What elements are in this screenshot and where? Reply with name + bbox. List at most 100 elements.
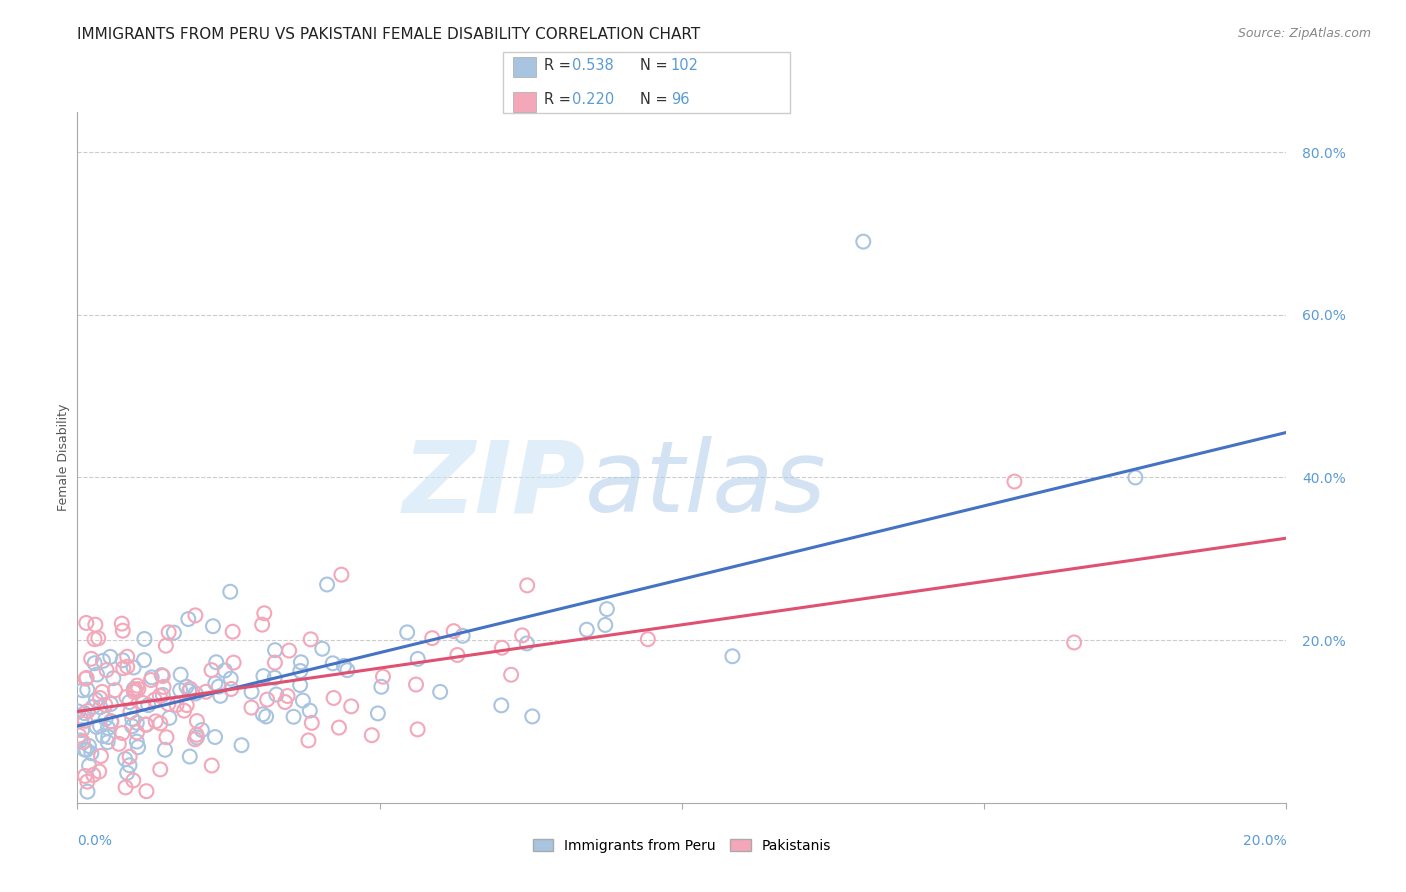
Immigrants from Peru bbox=[132, 653, 155, 667]
Pakistanis bbox=[114, 780, 136, 795]
Pakistanis bbox=[87, 632, 110, 646]
Pakistanis bbox=[173, 704, 195, 718]
Immigrants from Peru bbox=[283, 710, 305, 724]
Pakistanis bbox=[152, 680, 174, 694]
Pakistanis bbox=[76, 671, 98, 685]
Pakistanis bbox=[176, 698, 198, 712]
Immigrants from Peru bbox=[163, 625, 186, 640]
Pakistanis bbox=[184, 608, 207, 623]
Pakistanis bbox=[360, 728, 382, 742]
Pakistanis bbox=[76, 774, 98, 789]
Pakistanis bbox=[96, 663, 118, 677]
Pakistanis bbox=[222, 656, 245, 670]
Immigrants from Peru bbox=[77, 758, 100, 772]
Pakistanis bbox=[84, 617, 107, 632]
Pakistanis bbox=[1063, 635, 1085, 649]
Immigrants from Peru bbox=[333, 658, 356, 673]
Immigrants from Peru bbox=[179, 749, 201, 764]
Y-axis label: Female Disability: Female Disability bbox=[58, 403, 70, 511]
Pakistanis bbox=[157, 697, 180, 711]
Pakistanis bbox=[297, 733, 319, 747]
Immigrants from Peru bbox=[152, 688, 174, 702]
Immigrants from Peru bbox=[69, 733, 91, 747]
Immigrants from Peru bbox=[370, 680, 392, 694]
Immigrants from Peru bbox=[103, 671, 125, 685]
Immigrants from Peru bbox=[118, 695, 141, 709]
Text: 0.538: 0.538 bbox=[572, 58, 614, 72]
Pakistanis bbox=[155, 731, 177, 745]
Pakistanis bbox=[149, 763, 172, 777]
Pakistanis bbox=[127, 681, 149, 696]
Pakistanis bbox=[111, 726, 134, 740]
Pakistanis bbox=[219, 681, 242, 696]
Pakistanis bbox=[149, 689, 172, 703]
Text: IMMIGRANTS FROM PERU VS PAKISTANI FEMALE DISABILITY CORRELATION CHART: IMMIGRANTS FROM PERU VS PAKISTANI FEMALE… bbox=[77, 27, 700, 42]
Pakistanis bbox=[301, 715, 323, 730]
Immigrants from Peru bbox=[451, 629, 474, 643]
Immigrants from Peru bbox=[111, 653, 134, 667]
Pakistanis bbox=[124, 683, 146, 698]
Pakistanis bbox=[166, 698, 188, 712]
Immigrants from Peru bbox=[153, 743, 176, 757]
Immigrants from Peru bbox=[127, 740, 149, 755]
Immigrants from Peru bbox=[240, 685, 263, 699]
Immigrants from Peru bbox=[575, 623, 598, 637]
Immigrants from Peru bbox=[118, 758, 141, 772]
Immigrants from Peru bbox=[91, 654, 114, 668]
Immigrants from Peru bbox=[290, 664, 312, 678]
Immigrants from Peru bbox=[121, 719, 143, 733]
Immigrants from Peru bbox=[214, 664, 236, 678]
Immigrants from Peru bbox=[396, 625, 419, 640]
Pakistanis bbox=[111, 624, 134, 638]
Pakistanis bbox=[135, 717, 157, 731]
Immigrants from Peru bbox=[115, 766, 138, 780]
Pakistanis bbox=[240, 700, 263, 714]
Pakistanis bbox=[200, 663, 222, 677]
Immigrants from Peru bbox=[135, 718, 157, 732]
Immigrants from Peru bbox=[177, 612, 200, 626]
Pakistanis bbox=[132, 696, 155, 710]
Immigrants from Peru bbox=[114, 752, 136, 766]
Immigrants from Peru bbox=[231, 738, 253, 752]
Pakistanis bbox=[108, 737, 131, 751]
Immigrants from Peru bbox=[76, 784, 98, 798]
Immigrants from Peru bbox=[100, 697, 122, 711]
Pakistanis bbox=[118, 749, 141, 764]
Pakistanis bbox=[330, 567, 353, 582]
Text: N =: N = bbox=[640, 93, 672, 107]
Pakistanis bbox=[90, 749, 112, 764]
Pakistanis bbox=[83, 632, 105, 647]
Pakistanis bbox=[149, 716, 172, 731]
Immigrants from Peru bbox=[205, 655, 228, 669]
Immigrants from Peru bbox=[134, 632, 156, 646]
Immigrants from Peru bbox=[191, 723, 214, 737]
Immigrants from Peru bbox=[367, 706, 389, 721]
Text: 102: 102 bbox=[671, 58, 699, 72]
Immigrants from Peru bbox=[136, 698, 159, 713]
Immigrants from Peru bbox=[97, 735, 120, 749]
Pakistanis bbox=[82, 768, 104, 782]
Immigrants from Peru bbox=[291, 693, 314, 707]
Immigrants from Peru bbox=[429, 685, 451, 699]
Pakistanis bbox=[184, 732, 207, 747]
Immigrants from Peru bbox=[169, 683, 191, 698]
Immigrants from Peru bbox=[184, 686, 207, 700]
Immigrants from Peru bbox=[70, 723, 93, 738]
Pakistanis bbox=[201, 758, 224, 772]
Text: 96: 96 bbox=[671, 93, 689, 107]
Pakistanis bbox=[76, 704, 98, 718]
Pakistanis bbox=[135, 784, 157, 798]
Pakistanis bbox=[94, 698, 117, 712]
Immigrants from Peru bbox=[91, 729, 114, 743]
Pakistanis bbox=[120, 705, 142, 719]
Pakistanis bbox=[72, 735, 94, 749]
Immigrants from Peru bbox=[70, 713, 93, 727]
Pakistanis bbox=[89, 691, 111, 706]
Immigrants from Peru bbox=[176, 680, 198, 694]
Immigrants from Peru bbox=[73, 742, 96, 756]
Immigrants from Peru bbox=[80, 746, 103, 760]
Immigrants from Peru bbox=[86, 720, 108, 734]
Pakistanis bbox=[80, 652, 103, 666]
Text: ZIP: ZIP bbox=[402, 436, 585, 533]
Pakistanis bbox=[112, 661, 135, 675]
